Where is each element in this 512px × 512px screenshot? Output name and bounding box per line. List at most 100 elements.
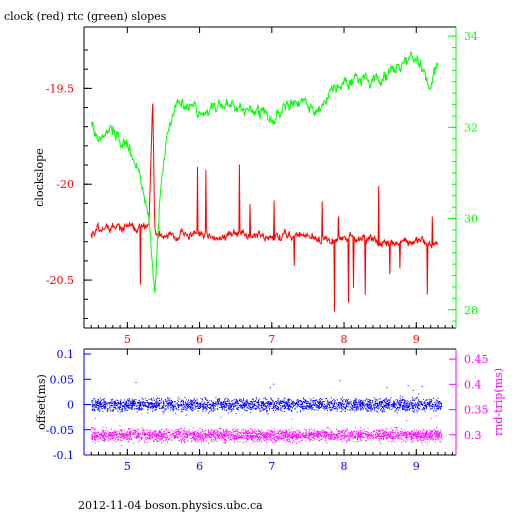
data-point	[97, 441, 99, 443]
data-point	[438, 406, 440, 408]
data-point	[206, 404, 208, 406]
data-point	[190, 405, 191, 407]
data-point	[218, 401, 220, 403]
data-point	[423, 434, 425, 436]
data-point	[407, 404, 409, 406]
data-point	[109, 406, 111, 408]
data-point	[180, 401, 182, 403]
data-point	[373, 434, 375, 436]
data-point	[272, 408, 274, 410]
data-point	[225, 442, 226, 444]
data-point	[95, 417, 97, 419]
data-point	[417, 403, 419, 405]
data-point	[189, 408, 191, 409]
data-point	[223, 431, 225, 433]
data-point	[441, 404, 442, 406]
data-point	[399, 395, 401, 397]
data-point	[254, 433, 256, 435]
data-point	[287, 403, 289, 405]
data-point	[296, 434, 298, 436]
data-point	[282, 399, 284, 401]
data-point	[170, 434, 172, 436]
data-point	[180, 439, 181, 441]
data-point	[441, 434, 443, 435]
data-point	[283, 398, 285, 400]
data-point	[263, 398, 265, 399]
data-point	[191, 430, 193, 432]
data-point	[199, 439, 201, 441]
data-point	[258, 437, 260, 439]
data-point	[228, 435, 230, 437]
data-point	[103, 403, 105, 405]
data-point	[166, 428, 168, 430]
data-point	[393, 432, 395, 434]
data-point	[149, 406, 151, 408]
data-point	[200, 438, 202, 440]
data-point	[126, 437, 128, 439]
data-point	[309, 407, 311, 409]
data-point	[215, 432, 217, 434]
data-point	[246, 407, 248, 409]
data-point	[356, 402, 358, 403]
data-point	[169, 432, 171, 434]
data-point	[114, 429, 116, 431]
data-point	[388, 405, 390, 407]
data-point	[219, 398, 220, 399]
data-point	[325, 408, 327, 410]
data-point	[296, 406, 298, 408]
data-point	[216, 434, 218, 436]
top-right-tick-label: 28	[464, 304, 478, 317]
data-point	[435, 399, 437, 401]
data-point	[171, 402, 172, 404]
data-point	[337, 434, 339, 436]
data-point	[395, 399, 397, 401]
data-point	[265, 435, 267, 437]
data-point	[347, 432, 349, 434]
data-point	[393, 406, 395, 408]
data-point	[345, 399, 347, 401]
data-point	[272, 406, 274, 408]
data-point	[436, 415, 438, 417]
data-point	[439, 436, 441, 438]
data-point	[95, 407, 97, 409]
data-point	[435, 435, 437, 437]
data-point	[403, 434, 405, 436]
data-point	[129, 407, 131, 409]
data-point	[186, 404, 188, 406]
data-point	[195, 435, 197, 437]
data-point	[417, 410, 419, 412]
data-point	[382, 429, 383, 431]
data-point	[257, 402, 259, 404]
data-point	[324, 409, 326, 411]
data-point	[225, 432, 227, 434]
data-point	[101, 429, 103, 431]
data-point	[355, 434, 356, 436]
data-point	[145, 433, 147, 435]
data-point	[330, 431, 332, 433]
data-point	[439, 409, 441, 410]
data-point	[97, 400, 99, 402]
data-point	[302, 435, 304, 437]
data-point	[135, 430, 137, 432]
data-point	[365, 398, 367, 400]
data-point	[241, 436, 243, 438]
data-point	[143, 435, 145, 436]
data-point	[212, 404, 214, 406]
data-point	[202, 398, 203, 400]
data-point	[210, 439, 212, 441]
data-point	[355, 435, 357, 437]
data-point	[290, 406, 292, 408]
data-point	[297, 436, 299, 438]
data-point	[298, 434, 300, 436]
data-point	[250, 407, 252, 408]
data-point	[98, 406, 100, 407]
data-point	[357, 437, 359, 439]
data-point	[282, 406, 284, 407]
data-point	[212, 405, 214, 407]
data-point	[295, 402, 296, 404]
data-point	[262, 409, 264, 411]
data-point	[385, 407, 387, 408]
data-point	[268, 406, 270, 408]
data-point	[297, 441, 299, 443]
data-point	[293, 406, 294, 408]
